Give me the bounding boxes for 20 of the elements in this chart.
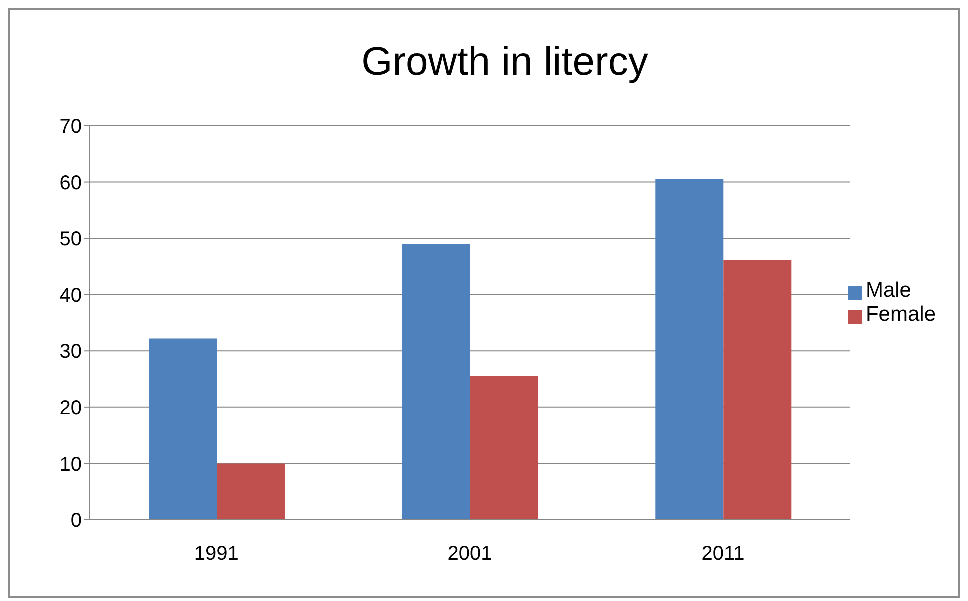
bar [724,260,792,520]
x-tick-label: 1991 [194,543,239,566]
y-tick-label: 30 [60,341,82,364]
x-tick-label: 2001 [448,543,492,566]
bar [402,244,470,520]
x-tick-label: 2011 [702,543,745,566]
legend-label: Female [866,303,936,326]
y-tick-label: 20 [60,398,82,420]
bar [149,338,217,520]
y-tick-label: 70 [60,116,82,138]
bar [217,464,285,520]
chart-title: Growth in litercy [360,40,650,85]
y-tick-label: 60 [60,172,82,194]
y-tick-label: 40 [60,284,82,307]
y-tick-label: 50 [60,228,82,251]
bar [470,376,538,520]
y-tick-label: 0 [70,510,82,532]
y-tick-label: 10 [60,454,82,476]
bar [656,179,724,520]
legend-label: Male [866,279,912,302]
